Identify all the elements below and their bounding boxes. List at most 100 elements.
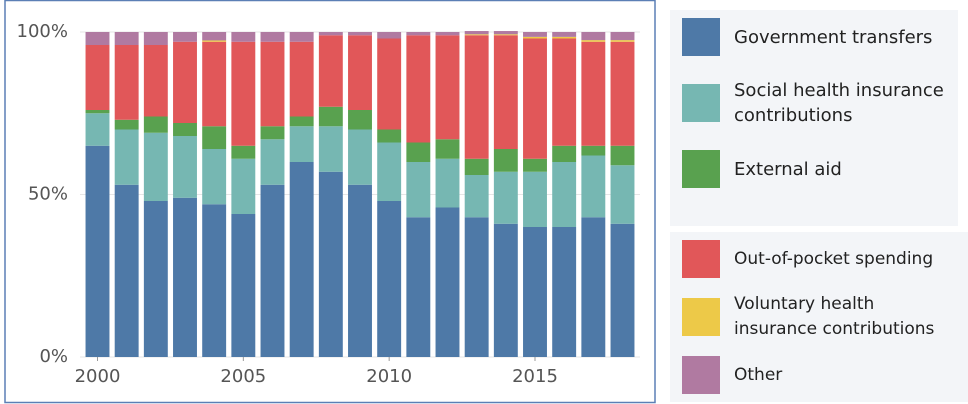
bar-segment — [377, 201, 402, 357]
bar-segment — [231, 158, 256, 214]
bar-segment — [202, 40, 227, 42]
bar-segment — [610, 32, 635, 41]
bar-segment — [523, 38, 547, 159]
bar-segment — [406, 32, 431, 36]
bar-segment — [406, 142, 431, 162]
bar-segment — [493, 171, 518, 224]
bar-segment — [260, 41, 285, 127]
chart: 0% 50% 100% 2000 2005 2010 2015 — [4, 0, 656, 404]
bar-segment — [610, 41, 635, 146]
bar-segment — [377, 129, 402, 143]
bar-segment — [581, 145, 606, 156]
bar-segment — [85, 110, 110, 114]
bar-segment — [289, 32, 314, 42]
bar-segment — [289, 162, 314, 357]
bar-segment — [552, 162, 577, 227]
bar-segment — [85, 32, 110, 45]
legend-label: Out-of-pocket spending — [734, 248, 934, 269]
bar-segment — [231, 41, 256, 146]
bar-segment — [435, 35, 460, 140]
legend-swatch — [682, 240, 720, 278]
bar-segment — [435, 139, 460, 159]
legend-swatch — [682, 18, 720, 56]
bar-segment — [464, 217, 489, 357]
bar-segment — [202, 126, 227, 149]
bar-segment — [523, 171, 547, 227]
legend: Out-of-pocket spending Voluntary health i… — [670, 232, 968, 402]
bar-segment — [318, 106, 343, 127]
legend-swatch — [682, 298, 720, 336]
frame — [4, 0, 656, 404]
bar-segment — [493, 34, 518, 36]
bar-segment — [552, 145, 577, 162]
bar-segment — [581, 41, 606, 146]
bar-segment — [318, 32, 343, 36]
bar-segment — [202, 32, 227, 41]
bar-segment — [202, 41, 227, 127]
legend-swatch — [682, 84, 720, 122]
bar-segment — [406, 35, 431, 143]
bar-segment — [377, 142, 402, 201]
bar-segment — [143, 45, 168, 117]
bar-segment — [260, 184, 285, 357]
bar-segment — [318, 171, 343, 357]
bar-segment — [464, 34, 489, 36]
x-tick-label: 2005 — [220, 366, 266, 387]
bar-segment — [493, 149, 518, 172]
bar-segment — [523, 158, 547, 172]
legend-label: External aid — [734, 158, 842, 180]
bar-segment — [348, 32, 372, 36]
bar-segment — [114, 45, 139, 120]
bar-segment — [406, 162, 431, 218]
bar-segment — [348, 184, 372, 357]
legend-item: External aid — [682, 150, 946, 188]
bar-segment — [493, 223, 518, 357]
legend-label: Government transfers — [734, 26, 933, 48]
x-tick-label: 2010 — [366, 366, 412, 387]
legend-label: Social health insurance contributions — [734, 80, 944, 126]
bar-segment — [581, 155, 606, 218]
bar-segment — [581, 40, 606, 42]
y-tick-label: 0% — [39, 346, 68, 367]
legend-item: Out-of-pocket spending — [682, 240, 956, 278]
bar-segment — [85, 113, 110, 146]
bar-segment — [143, 132, 168, 201]
legend-swatch — [682, 356, 720, 394]
bar-segment — [377, 38, 402, 130]
bar-segment — [552, 227, 577, 357]
bar-segment — [173, 41, 197, 123]
bar-segment — [348, 110, 372, 130]
bar-segment — [435, 32, 460, 36]
legend-item: Social health insurance contributions — [682, 78, 946, 128]
bar-segment — [143, 32, 168, 45]
legend-label: Other — [734, 364, 783, 385]
bar-segment — [260, 32, 285, 42]
bar-segment — [552, 32, 577, 37]
bar-segment — [260, 139, 285, 185]
bar-segment — [114, 184, 139, 357]
y-tick-label: 100% — [17, 21, 68, 42]
bar-segment — [464, 35, 489, 159]
legend-item: Voluntary health insurance contributions — [682, 292, 956, 342]
legend-swatch — [682, 150, 720, 188]
bar-segment — [406, 217, 431, 357]
bar-segment — [464, 158, 489, 175]
x-tick-label: 2000 — [75, 366, 121, 387]
legend-item: Other — [682, 356, 956, 394]
bar-segment — [464, 175, 489, 218]
bar-segment — [435, 207, 460, 357]
bar-segment — [610, 223, 635, 357]
bar-segment — [289, 116, 314, 127]
bar-segment — [231, 145, 256, 159]
bar-segment — [610, 165, 635, 224]
legend: Government transfers Social health insura… — [670, 10, 958, 226]
bar-segment — [610, 40, 635, 42]
bar-segment — [581, 32, 606, 41]
bar-segment — [348, 129, 372, 185]
bar-segment — [464, 31, 489, 35]
bar-segment — [114, 129, 139, 185]
bar-segment — [114, 119, 139, 130]
bar-segment — [231, 214, 256, 357]
bar-segment — [173, 197, 197, 357]
bar-segment — [202, 204, 227, 357]
